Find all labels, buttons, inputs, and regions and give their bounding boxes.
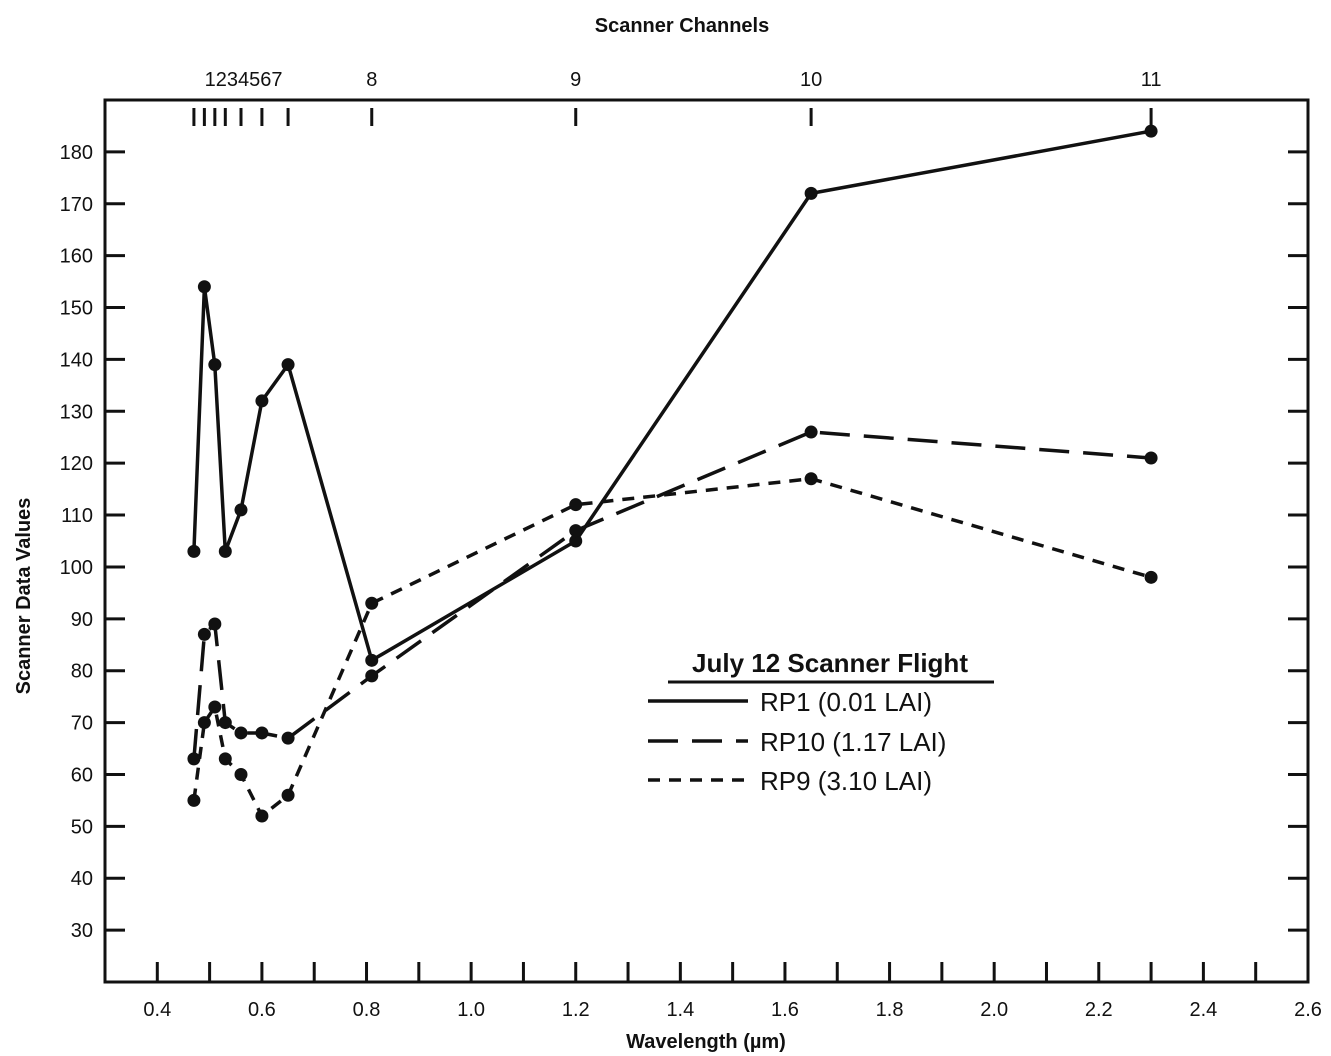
x-axis: 0.4 0.6 0.8 1.0 1.2 1.4 1.6 1.8 2.0 2.2 2.4 2.6 [143, 962, 1322, 1021]
channel-label: 8 [366, 69, 377, 91]
data-point [804, 472, 818, 486]
y-tick-label: 180 [60, 142, 93, 164]
data-point [218, 544, 232, 558]
data-point [208, 358, 222, 372]
legend: July 12 Scanner Flight RP1 (0.01 LAI)RP1… [648, 648, 994, 796]
x-tick-label: 2.4 [1189, 999, 1217, 1021]
y-tick-label: 130 [60, 401, 93, 423]
y-tick-label: 90 [71, 609, 93, 631]
legend-label: RP10 (1.17 LAI) [760, 727, 946, 757]
channel-axis: 1234567 8 9 10 11 [192, 69, 1162, 126]
x-tick-label: 1.2 [562, 999, 590, 1021]
data-point [208, 700, 222, 714]
data-point [234, 503, 248, 517]
plot-frame [103, 98, 1310, 984]
y-tick-label: 140 [60, 349, 93, 371]
x-tick-label: 0.8 [353, 999, 381, 1021]
x-tick-label: 2.0 [980, 999, 1008, 1021]
x-tick-label: 2.6 [1294, 999, 1322, 1021]
y-tick-label: 160 [60, 246, 93, 268]
x-tick-label: 0.6 [248, 999, 276, 1021]
legend-label: RP1 (0.01 LAI) [760, 687, 932, 717]
data-point [365, 596, 379, 610]
data-point [1144, 124, 1158, 138]
channel-label: 11 [1141, 69, 1162, 91]
y-tick-label: 50 [71, 816, 93, 838]
y-tick-label: 70 [71, 713, 93, 735]
data-point [804, 186, 818, 200]
data-point [1144, 570, 1158, 584]
data-point [281, 358, 295, 372]
channel-label: 9 [570, 69, 581, 91]
y-tick-label: 100 [60, 557, 93, 579]
data-point [197, 280, 211, 294]
data-point [187, 793, 201, 807]
data-point [255, 726, 269, 740]
y-tick-label: 110 [61, 505, 93, 527]
data-point [365, 669, 379, 683]
y-tick-label: 120 [60, 453, 93, 475]
data-point [281, 731, 295, 745]
series-line [192, 430, 1152, 760]
series-line [192, 129, 1152, 663]
data-point [208, 617, 222, 631]
x-tick-label: 1.8 [876, 999, 904, 1021]
legend-title: July 12 Scanner Flight [692, 648, 968, 678]
y-tick-label: 170 [60, 194, 93, 216]
x-tick-label: 2.2 [1085, 999, 1113, 1021]
y-tick-label: 150 [60, 298, 93, 320]
series-lines [192, 129, 1152, 818]
x-tick-label: 1.4 [666, 999, 694, 1021]
data-point [569, 534, 583, 548]
data-point [569, 498, 583, 512]
data-point [197, 627, 211, 641]
series-points [187, 124, 1158, 823]
data-point [1144, 451, 1158, 465]
y-tick-label: 60 [71, 764, 93, 786]
x-tick-label: 0.4 [143, 999, 171, 1021]
y-tick-label: 80 [71, 661, 93, 683]
channel-label: 10 [800, 69, 822, 91]
data-point [187, 544, 201, 558]
data-point [234, 726, 248, 740]
top-axis-title: Scanner Channels [595, 15, 770, 37]
legend-items: RP1 (0.01 LAI) RP10 (1.17 LAI) RP9 (3.10 L… [648, 687, 946, 796]
data-point [255, 809, 269, 823]
y-axis: 30 40 50 60 70 80 90 100 110 120 130 140 150 160 170 18… [60, 142, 1308, 942]
channel-label: 1234567 [205, 69, 283, 91]
x-axis-title: Wavelength (µm) [626, 1031, 786, 1053]
y-axis-title: Scanner Data Values [13, 498, 35, 695]
data-point [197, 716, 211, 730]
x-tick-label: 1.0 [457, 999, 485, 1021]
series-line [192, 476, 1152, 818]
data-point [234, 767, 248, 781]
data-point [365, 653, 379, 667]
data-point [255, 394, 269, 408]
data-point [569, 524, 583, 538]
data-point [281, 788, 295, 802]
data-point [218, 752, 232, 766]
x-tick-label: 1.6 [771, 999, 799, 1021]
data-point [804, 425, 818, 439]
data-point [187, 752, 201, 766]
y-tick-label: 30 [71, 920, 93, 942]
legend-label: RP9 (3.10 LAI) [760, 766, 932, 796]
y-tick-label: 40 [71, 868, 93, 890]
data-point [218, 716, 232, 730]
